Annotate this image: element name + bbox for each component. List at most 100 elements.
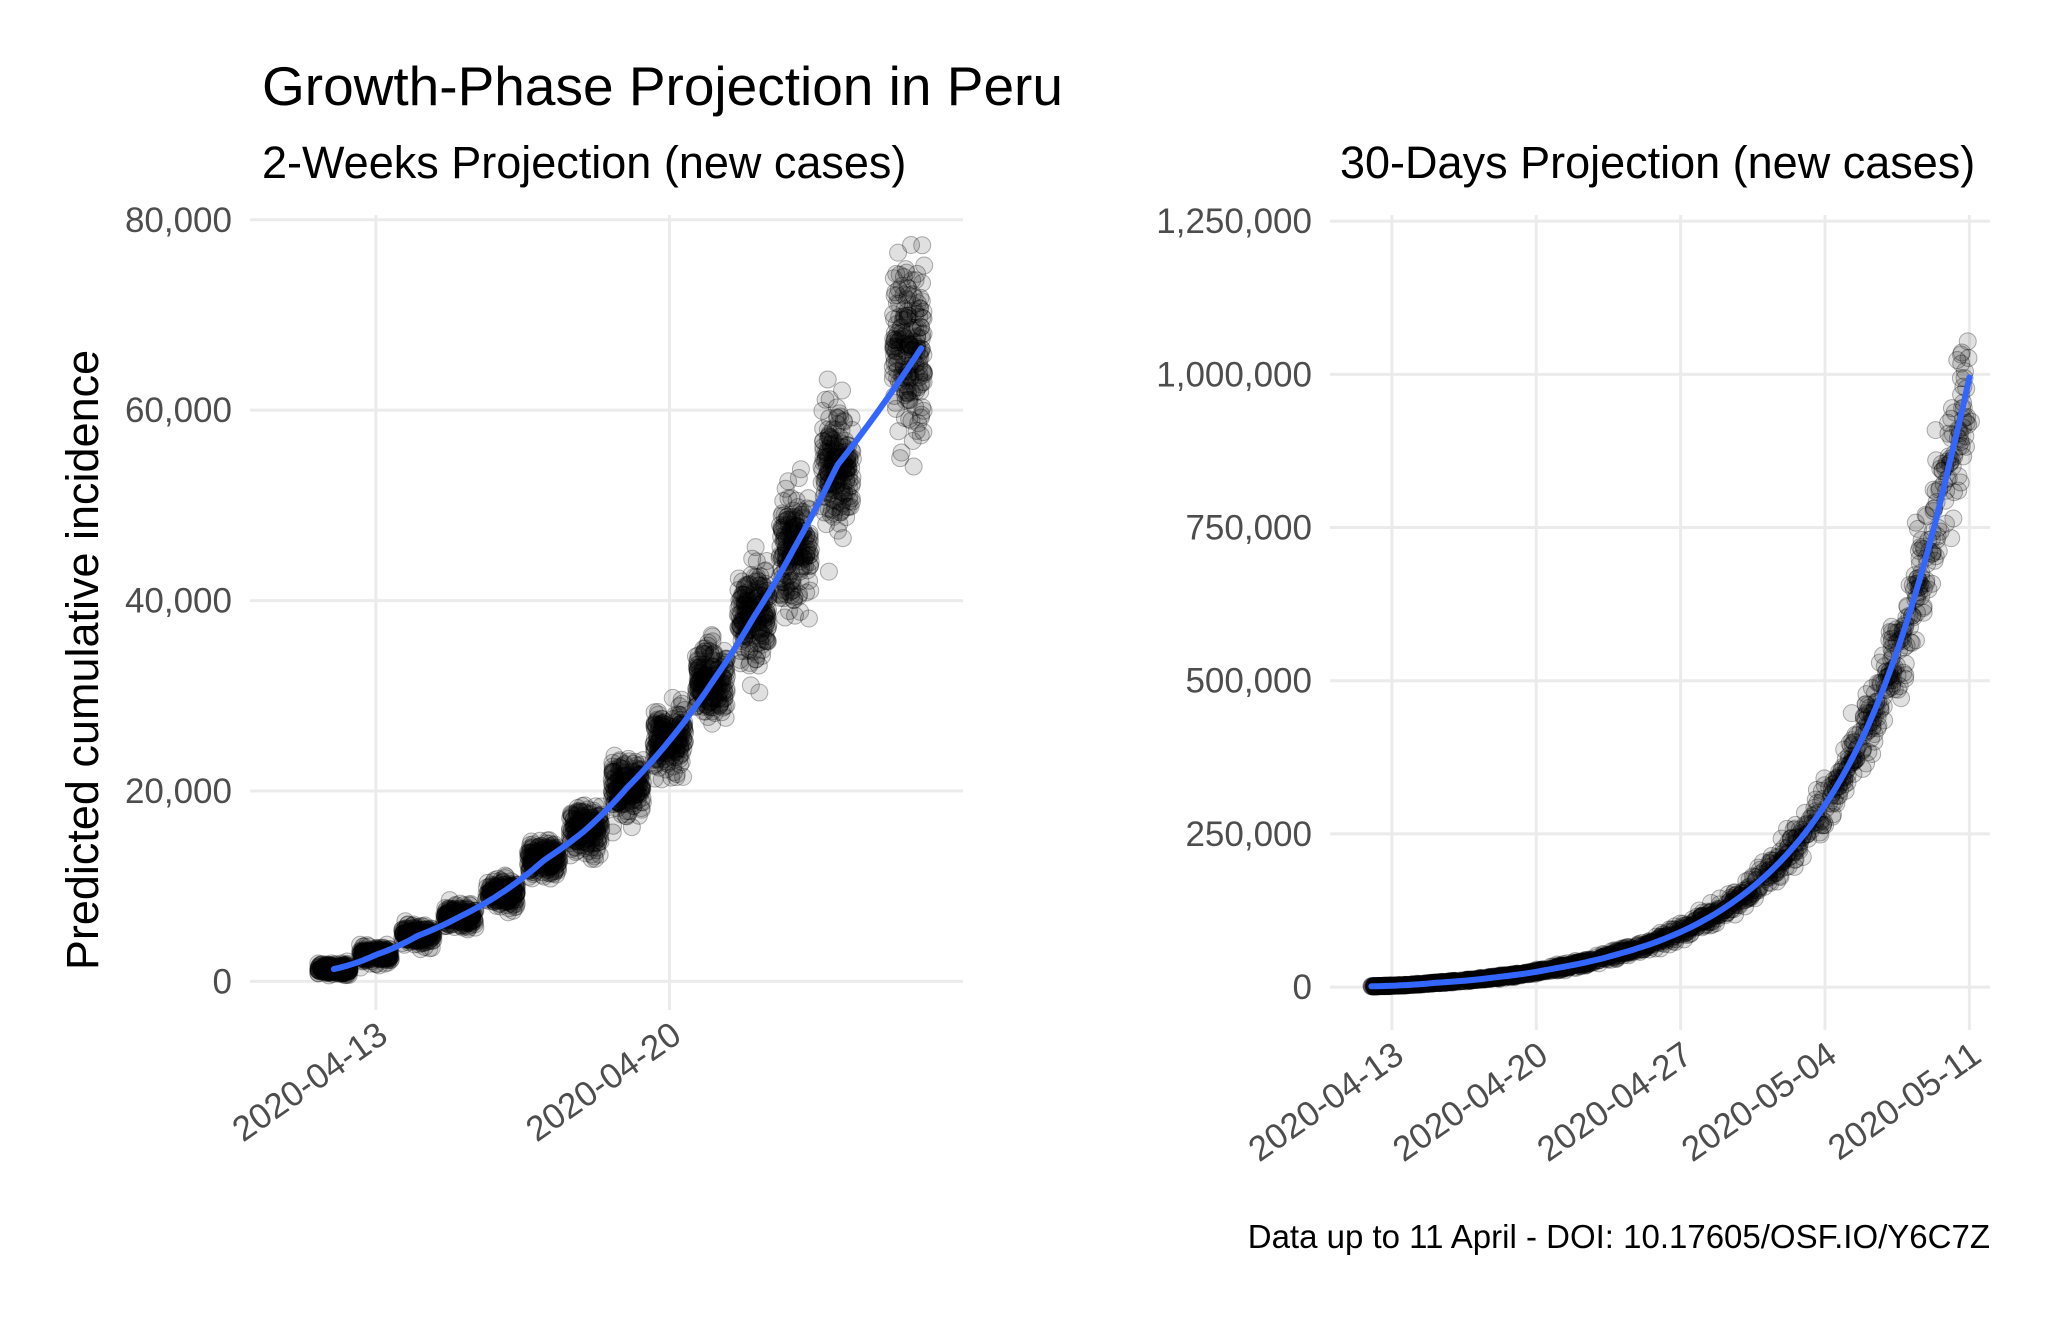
data-point (895, 409, 914, 428)
data-point (750, 683, 769, 702)
data-point (311, 960, 330, 979)
x-tick-label: 2020-04-27 (1530, 1035, 1699, 1170)
data-point (645, 769, 664, 788)
chart-title: Growth-Phase Projection in Peru (262, 55, 1063, 117)
data-point (889, 243, 908, 262)
data-point (310, 959, 329, 978)
data-point (466, 918, 485, 937)
chart-caption: Data up to 11 April - DOI: 10.17605/OSF.… (1248, 1218, 1990, 1255)
data-point (309, 962, 328, 981)
data-point (422, 938, 441, 957)
data-point (312, 959, 331, 978)
data-point (309, 960, 328, 979)
data-point (1842, 704, 1861, 723)
data-point (1959, 349, 1978, 368)
data-point (310, 960, 329, 979)
y-tick-label: 250,000 (1185, 815, 1312, 854)
data-point (735, 579, 754, 598)
projection-points (309, 235, 934, 985)
data-point (819, 562, 838, 581)
data-point (791, 460, 810, 479)
data-point (622, 818, 641, 837)
data-point (393, 922, 412, 941)
data-point (521, 839, 540, 858)
y-tick-label: 750,000 (1185, 509, 1312, 548)
x-tick-label: 2020-04-20 (519, 1015, 688, 1150)
data-point (312, 961, 331, 980)
x-tick-label: 2020-04-20 (1386, 1035, 1555, 1170)
data-point (311, 962, 330, 981)
data-point (648, 710, 667, 729)
y-tick-label: 0 (213, 962, 232, 1001)
data-point (375, 954, 394, 973)
data-point (798, 561, 817, 580)
data-point (898, 278, 917, 297)
data-point (317, 956, 336, 975)
data-point (317, 955, 336, 974)
data-point (820, 390, 839, 409)
data-point (312, 962, 331, 981)
data-point (310, 956, 329, 975)
data-point (674, 767, 693, 786)
right-panel-subtitle: 30-Days Projection (new cases) (1340, 137, 1975, 188)
data-point (884, 305, 903, 324)
data-point (801, 581, 820, 600)
data-point (316, 963, 335, 982)
right-panel-plot: 0 250,000 500,000 750,000 1,000,000 1,250,000… (1156, 202, 1990, 1169)
data-point (311, 959, 330, 978)
x-tick-label: 2020-04-13 (225, 1015, 394, 1150)
data-point (747, 552, 766, 571)
y-tick-label: 500,000 (1185, 662, 1312, 701)
data-point (309, 964, 328, 983)
data-point (829, 521, 848, 540)
data-point (902, 383, 921, 402)
data-point (914, 423, 933, 442)
y-tick-label: 40,000 (125, 582, 232, 621)
data-point (786, 606, 805, 625)
y-tick-label: 20,000 (125, 772, 232, 811)
data-point (354, 937, 373, 956)
data-point (313, 960, 332, 979)
data-point (694, 639, 713, 658)
data-point (316, 955, 335, 974)
left-panel-subtitle: 2-Weeks Projection (new cases) (262, 137, 906, 188)
data-point (1927, 451, 1946, 470)
data-point (311, 956, 330, 975)
data-point (310, 958, 329, 977)
data-point (695, 655, 714, 674)
y-axis-label: Predicted cumulative incidence (57, 350, 108, 970)
data-point (309, 964, 328, 983)
y-tick-label: 80,000 (125, 201, 232, 240)
data-point (312, 957, 331, 976)
data-point (583, 845, 602, 864)
data-point (1906, 513, 1925, 532)
x-tick-label: 2020-05-04 (1675, 1035, 1844, 1170)
y-tick-label: 0 (1293, 968, 1312, 1007)
data-point (370, 956, 389, 975)
data-point (309, 961, 328, 980)
data-point (780, 583, 799, 602)
data-point (351, 935, 370, 954)
projection-points (1362, 332, 1980, 996)
data-point (603, 823, 622, 842)
data-point (313, 961, 332, 980)
data-point (784, 501, 803, 520)
y-tick-label: 1,000,000 (1156, 355, 1312, 394)
data-point (313, 959, 332, 978)
data-point (398, 915, 417, 934)
data-point (747, 645, 766, 664)
left-panel-plot: 0 20,000 40,000 60,000 80,000 2020-04-13 2020-… (125, 201, 963, 1149)
data-point (1896, 666, 1915, 685)
data-point (309, 958, 328, 977)
data-point (358, 936, 377, 955)
y-tick-label: 1,250,000 (1156, 202, 1312, 241)
data-point (312, 954, 331, 973)
data-point (353, 937, 372, 956)
data-point (779, 472, 798, 491)
data-point (814, 419, 833, 438)
data-point (910, 299, 929, 318)
data-point (309, 961, 328, 980)
x-tick-label: 2020-04-13 (1241, 1035, 1410, 1170)
data-point (1835, 740, 1854, 759)
